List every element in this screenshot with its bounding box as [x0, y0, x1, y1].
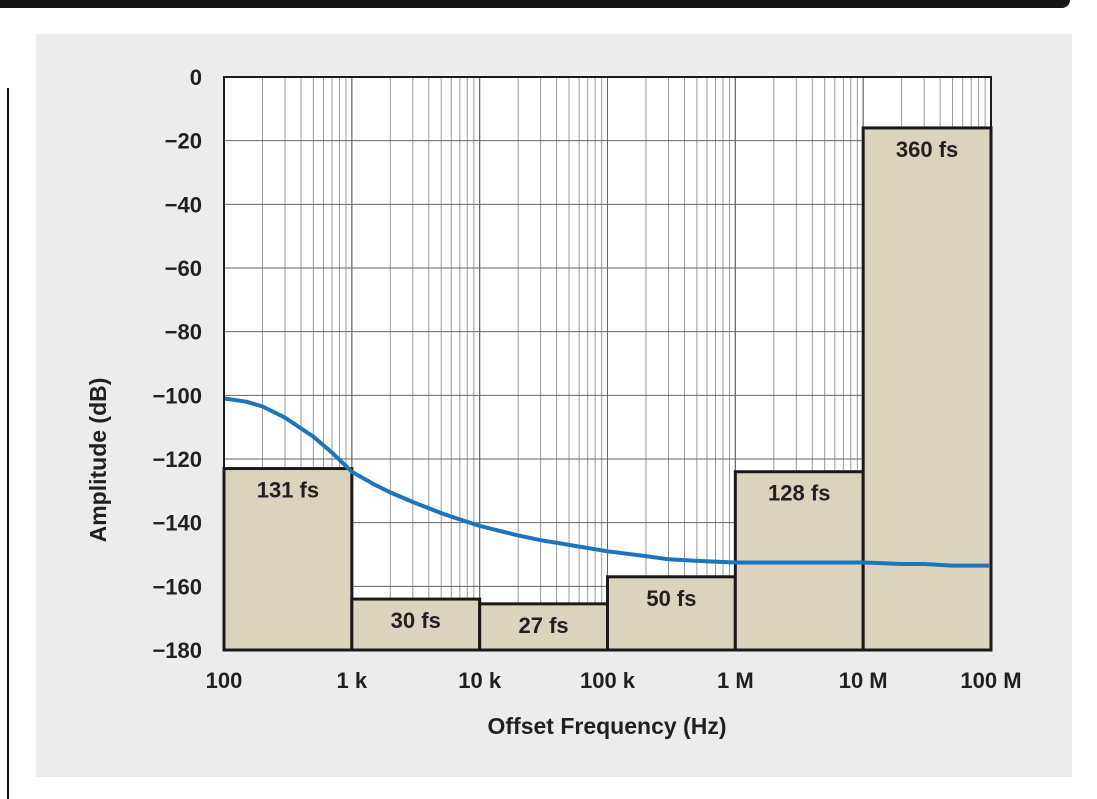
jitter-bar-label-3: 27 fs	[519, 613, 569, 638]
jitter-bar-4	[606, 575, 737, 652]
jitter-bar-label-4: 50 fs	[646, 586, 696, 611]
y-tick-label: −140	[152, 511, 202, 536]
y-axis-title: Amplitude (dB)	[85, 378, 111, 543]
x-tick-label: 1 k	[337, 668, 368, 693]
top-border-bar	[0, 0, 1070, 8]
x-tick-label: 100 k	[580, 668, 636, 693]
y-tick-label: 0	[190, 65, 202, 90]
left-margin-rule	[7, 88, 9, 799]
jitter-bar-label-6: 360 fs	[896, 137, 958, 162]
jitter-bar-label-5: 128 fs	[768, 481, 830, 506]
phase-noise-series	[223, 396, 991, 568]
y-tick-label: −180	[152, 638, 202, 663]
phase-noise-chart: 131 fs 30 fs 27 fs 50 fs 128 fs 360 fs 100 1 k…	[85, 65, 1022, 739]
jitter-bar-1	[222, 467, 354, 652]
jitter-bar-2	[350, 597, 482, 652]
y-tick-label: −60	[165, 256, 202, 281]
y-tick-label: −80	[165, 320, 202, 345]
x-tick-label: 10 k	[458, 668, 502, 693]
chart-panel: 131 fs 30 fs 27 fs 50 fs 128 fs 360 fs 100 1 k…	[36, 34, 1072, 777]
x-tick-label: 1 M	[717, 668, 754, 693]
jitter-bar-label-2: 30 fs	[391, 608, 441, 633]
tick-labels: 100 1 k 10 k 100 k 1 M 10 M 100 M 0 −20 −40 −60 −80…	[152, 65, 1021, 693]
y-tick-label: −40	[165, 192, 202, 217]
jitter-bar-label-1: 131 fs	[257, 478, 319, 503]
x-tick-label: 100 M	[960, 668, 1021, 693]
x-tick-label: 100	[206, 668, 243, 693]
y-tick-label: −160	[152, 574, 202, 599]
plot-frame	[223, 76, 992, 651]
x-tick-label: 10 M	[839, 668, 888, 693]
y-tick-label: −20	[165, 129, 202, 154]
phase-noise-line-1	[223, 396, 991, 568]
x-axis-title: Offset Frequency (Hz)	[488, 713, 727, 739]
jitter-bar-6	[861, 126, 993, 652]
y-tick-label: −120	[152, 447, 202, 472]
y-tick-label: −100	[152, 383, 202, 408]
